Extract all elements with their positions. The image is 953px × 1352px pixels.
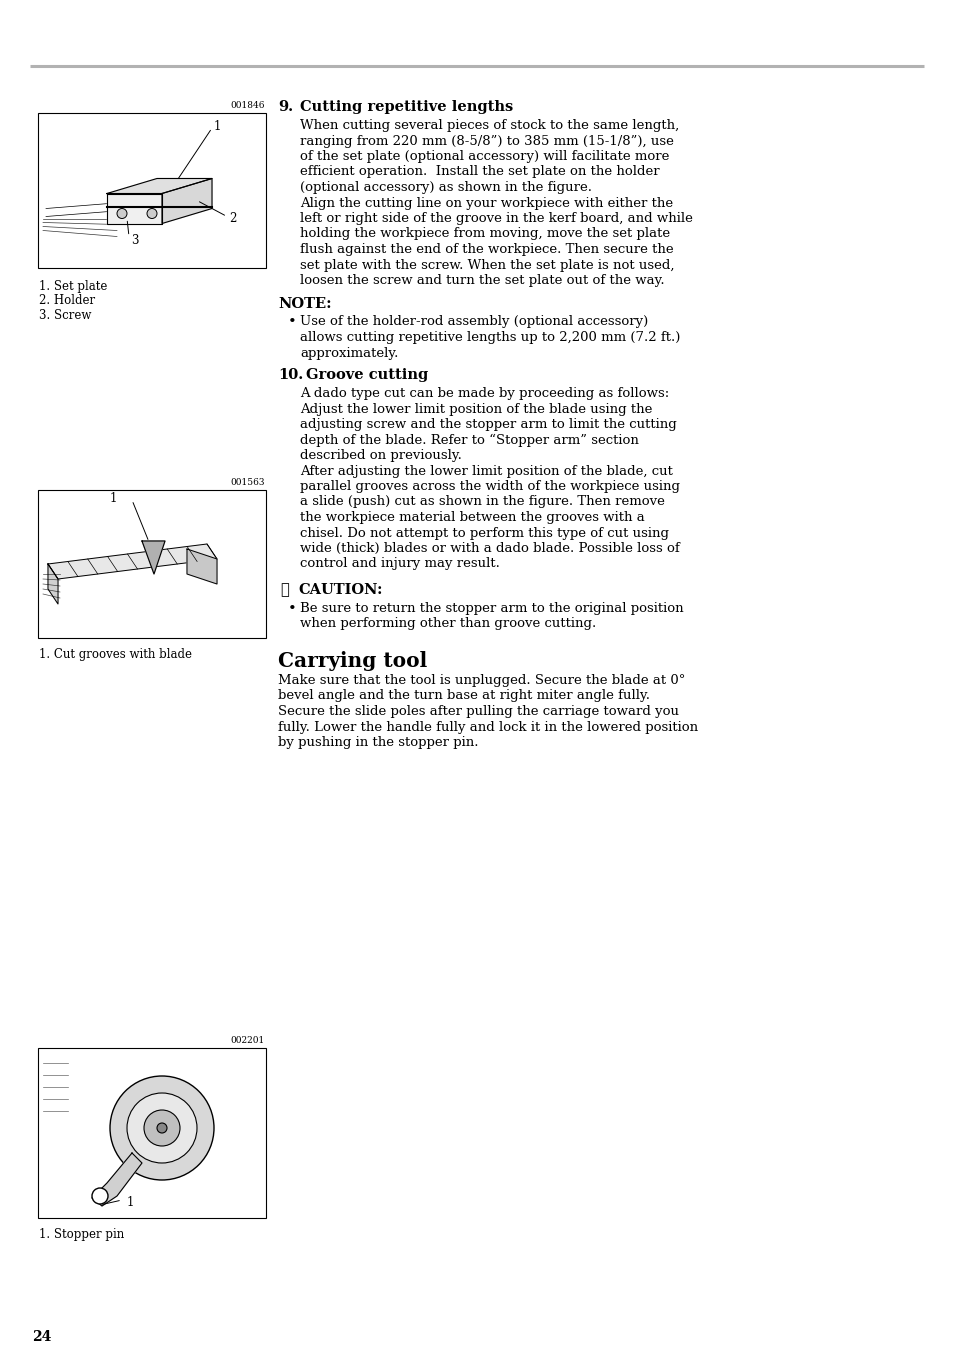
Text: A dado type cut can be made by proceeding as follows:: A dado type cut can be made by proceedin… — [299, 387, 669, 400]
Text: 10.: 10. — [277, 368, 303, 383]
Text: efficient operation.  Install the set plate on the holder: efficient operation. Install the set pla… — [299, 165, 659, 178]
Text: 1: 1 — [127, 1195, 134, 1209]
Text: 1. Stopper pin: 1. Stopper pin — [39, 1228, 124, 1241]
Polygon shape — [48, 544, 216, 579]
Text: parallel grooves across the width of the workpiece using: parallel grooves across the width of the… — [299, 480, 679, 493]
Bar — [38, 489, 266, 638]
Text: •: • — [288, 602, 296, 617]
Text: described on previously.: described on previously. — [299, 449, 461, 462]
Text: Make sure that the tool is unplugged. Secure the blade at 0°: Make sure that the tool is unplugged. Se… — [277, 675, 684, 687]
Polygon shape — [91, 1153, 142, 1206]
Circle shape — [117, 208, 127, 219]
Text: flush against the end of the workpiece. Then secure the: flush against the end of the workpiece. … — [299, 243, 673, 256]
Text: Adjust the lower limit position of the blade using the: Adjust the lower limit position of the b… — [299, 403, 652, 415]
Text: adjusting screw and the stopper arm to limit the cutting: adjusting screw and the stopper arm to l… — [299, 418, 676, 431]
Text: bevel angle and the turn base at right miter angle fully.: bevel angle and the turn base at right m… — [277, 690, 649, 703]
Text: When cutting several pieces of stock to the same length,: When cutting several pieces of stock to … — [299, 119, 679, 132]
Text: by pushing in the stopper pin.: by pushing in the stopper pin. — [277, 735, 478, 749]
Circle shape — [110, 1076, 213, 1180]
Polygon shape — [142, 541, 165, 575]
Text: 1: 1 — [213, 119, 221, 132]
Text: when performing other than groove cutting.: when performing other than groove cuttin… — [299, 618, 596, 630]
Text: Groove cutting: Groove cutting — [306, 368, 428, 383]
Text: left or right side of the groove in the kerf board, and while: left or right side of the groove in the … — [299, 212, 692, 224]
Text: 9.: 9. — [277, 100, 293, 114]
Polygon shape — [107, 178, 212, 193]
Circle shape — [91, 1188, 108, 1205]
Text: Secure the slide poles after pulling the carriage toward you: Secure the slide poles after pulling the… — [277, 704, 679, 718]
Text: the workpiece material between the grooves with a: the workpiece material between the groov… — [299, 511, 644, 525]
Circle shape — [144, 1110, 180, 1146]
Text: ⚠: ⚠ — [280, 583, 289, 598]
Text: (optional accessory) as shown in the figure.: (optional accessory) as shown in the fig… — [299, 181, 592, 193]
Text: of the set plate (optional accessory) will facilitate more: of the set plate (optional accessory) wi… — [299, 150, 669, 164]
Polygon shape — [187, 549, 216, 584]
Text: Carrying tool: Carrying tool — [277, 652, 427, 671]
Text: 3. Screw: 3. Screw — [39, 310, 91, 322]
Text: 002201: 002201 — [231, 1036, 265, 1045]
Text: ranging from 220 mm (8-5/8”) to 385 mm (15-1/8”), use: ranging from 220 mm (8-5/8”) to 385 mm (… — [299, 134, 673, 147]
Text: 2: 2 — [229, 212, 236, 224]
Polygon shape — [48, 564, 58, 604]
Text: 1. Set plate: 1. Set plate — [39, 280, 108, 293]
Text: 2. Holder: 2. Holder — [39, 295, 95, 307]
Text: NOTE:: NOTE: — [277, 297, 332, 311]
Text: 001846: 001846 — [231, 101, 265, 110]
Text: fully. Lower the handle fully and lock it in the lowered position: fully. Lower the handle fully and lock i… — [277, 721, 698, 734]
Text: loosen the screw and turn the set plate out of the way.: loosen the screw and turn the set plate … — [299, 274, 664, 287]
Text: Be sure to return the stopper arm to the original position: Be sure to return the stopper arm to the… — [299, 602, 683, 615]
Text: wide (thick) blades or with a dado blade. Possible loss of: wide (thick) blades or with a dado blade… — [299, 542, 679, 556]
Text: control and injury may result.: control and injury may result. — [299, 557, 499, 571]
Text: a slide (push) cut as shown in the figure. Then remove: a slide (push) cut as shown in the figur… — [299, 495, 664, 508]
Bar — [38, 1048, 266, 1218]
Bar — [38, 114, 266, 268]
Circle shape — [147, 208, 157, 219]
Text: Align the cutting line on your workpiece with either the: Align the cutting line on your workpiece… — [299, 196, 673, 210]
Text: CAUTION:: CAUTION: — [297, 583, 382, 598]
Polygon shape — [107, 193, 162, 223]
Text: holding the workpiece from moving, move the set plate: holding the workpiece from moving, move … — [299, 227, 669, 241]
Text: 1: 1 — [110, 492, 117, 504]
Text: After adjusting the lower limit position of the blade, cut: After adjusting the lower limit position… — [299, 465, 672, 477]
Text: chisel. Do not attempt to perform this type of cut using: chisel. Do not attempt to perform this t… — [299, 526, 668, 539]
Text: Cutting repetitive lengths: Cutting repetitive lengths — [299, 100, 513, 114]
Circle shape — [127, 1092, 196, 1163]
Text: 3: 3 — [131, 234, 138, 247]
Text: set plate with the screw. When the set plate is not used,: set plate with the screw. When the set p… — [299, 258, 674, 272]
Text: 001563: 001563 — [231, 479, 265, 487]
Polygon shape — [162, 178, 212, 223]
Circle shape — [157, 1124, 167, 1133]
Text: 1. Cut grooves with blade: 1. Cut grooves with blade — [39, 648, 192, 661]
Text: 24: 24 — [32, 1330, 51, 1344]
Text: Use of the holder-rod assembly (optional accessory): Use of the holder-rod assembly (optional… — [299, 315, 648, 329]
Text: depth of the blade. Refer to “Stopper arm” section: depth of the blade. Refer to “Stopper ar… — [299, 434, 639, 446]
Text: •: • — [288, 315, 296, 330]
Text: allows cutting repetitive lengths up to 2,200 mm (7.2 ft.): allows cutting repetitive lengths up to … — [299, 331, 679, 343]
Text: approximately.: approximately. — [299, 346, 398, 360]
